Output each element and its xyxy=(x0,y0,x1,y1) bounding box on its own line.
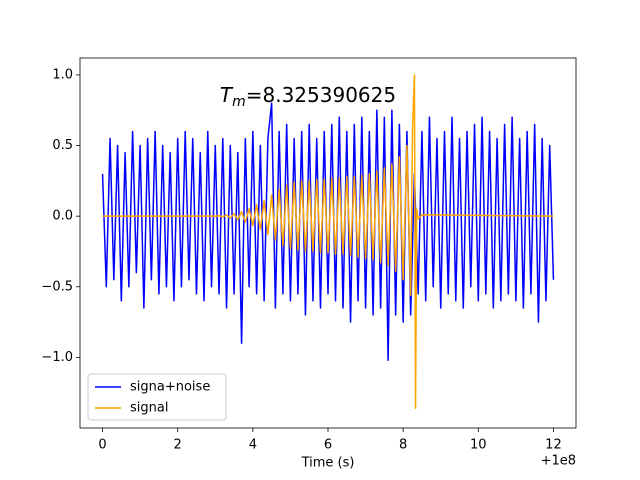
annotation-text: =8.325390625 xyxy=(246,83,396,107)
x-tick-label: 4 xyxy=(249,438,257,453)
x-tick-label: 8 xyxy=(399,438,407,453)
x-tick-label: 6 xyxy=(324,438,332,453)
annotation-sub: m xyxy=(232,94,246,110)
y-tick-label: −1.0 xyxy=(41,350,73,365)
x-axis-label: Time (s) xyxy=(301,456,355,471)
data-line xyxy=(101,102,555,361)
annotation: Tm=8.325390625 xyxy=(220,83,396,111)
y-tick-label: 0.5 xyxy=(52,138,73,153)
y-tick-label: 1.0 xyxy=(52,67,73,82)
legend-label: signa+noise xyxy=(130,380,210,395)
annotation-base: T xyxy=(220,83,234,107)
legend-box xyxy=(87,373,227,421)
x-offset-label: +1e8 xyxy=(541,454,576,469)
legend: signa+noise signal xyxy=(87,373,227,421)
x-tick-label: 2 xyxy=(174,438,182,453)
legend-label: signal xyxy=(130,401,168,416)
y-tick-label: −0.5 xyxy=(41,279,73,294)
x-tick-label: 12 xyxy=(545,438,562,453)
y-tick-label: 0.0 xyxy=(52,209,73,224)
data-line xyxy=(102,74,554,409)
x-tick-label: 10 xyxy=(470,438,487,453)
x-tick-label: 0 xyxy=(98,438,106,453)
